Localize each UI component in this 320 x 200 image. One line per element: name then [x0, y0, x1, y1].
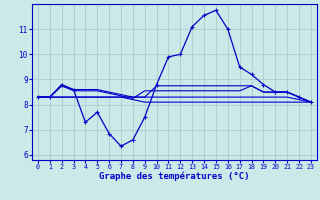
X-axis label: Graphe des températures (°C): Graphe des températures (°C) [99, 172, 250, 181]
